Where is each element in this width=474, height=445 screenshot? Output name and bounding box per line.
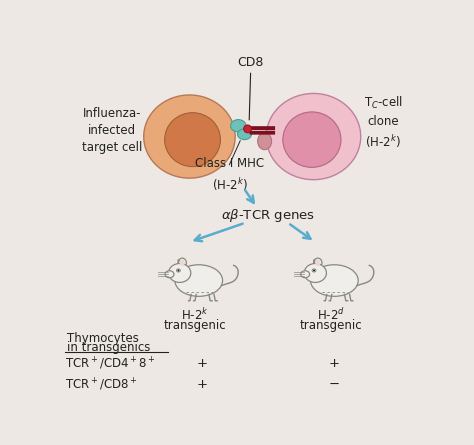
Ellipse shape [314,258,322,267]
Ellipse shape [313,270,315,271]
Ellipse shape [164,113,220,166]
Ellipse shape [304,263,327,283]
Text: transgenic: transgenic [299,319,362,332]
FancyBboxPatch shape [249,131,275,135]
Ellipse shape [165,271,174,278]
Text: transgenic: transgenic [164,319,226,332]
Text: Influenza-
infected
target cell: Influenza- infected target cell [82,107,142,154]
Text: H-2$^d$: H-2$^d$ [317,307,345,323]
Ellipse shape [230,120,246,132]
Ellipse shape [312,269,316,272]
Ellipse shape [258,133,272,150]
Text: $\alpha\beta$-TCR genes: $\alpha\beta$-TCR genes [221,206,316,223]
Text: TCR$^+$/CD4$^+$8$^+$: TCR$^+$/CD4$^+$8$^+$ [65,356,156,372]
Ellipse shape [175,265,223,296]
Ellipse shape [283,112,341,167]
Ellipse shape [315,260,320,266]
Ellipse shape [266,93,361,180]
Text: +: + [197,357,208,370]
Ellipse shape [310,265,358,296]
Ellipse shape [244,125,251,133]
Text: +: + [329,357,340,370]
FancyBboxPatch shape [249,126,275,130]
Ellipse shape [169,263,191,283]
Text: in transgenics: in transgenics [67,341,150,354]
Text: H-2$^k$: H-2$^k$ [181,307,209,323]
Text: Class I MHC
(H-2$^k$): Class I MHC (H-2$^k$) [195,157,264,194]
Text: T$_C$-cell
clone
(H-2$^k$): T$_C$-cell clone (H-2$^k$) [364,95,402,150]
Ellipse shape [144,95,235,178]
Ellipse shape [180,260,185,266]
Text: −: − [329,378,340,391]
Text: +: + [197,378,208,391]
Text: Thymocytes: Thymocytes [67,332,139,345]
Text: TCR$^+$/CD8$^+$: TCR$^+$/CD8$^+$ [65,376,138,392]
Ellipse shape [237,129,251,140]
Ellipse shape [177,270,179,271]
Ellipse shape [176,269,180,272]
Ellipse shape [178,258,186,267]
Ellipse shape [301,271,310,278]
Text: CD8: CD8 [237,56,264,69]
